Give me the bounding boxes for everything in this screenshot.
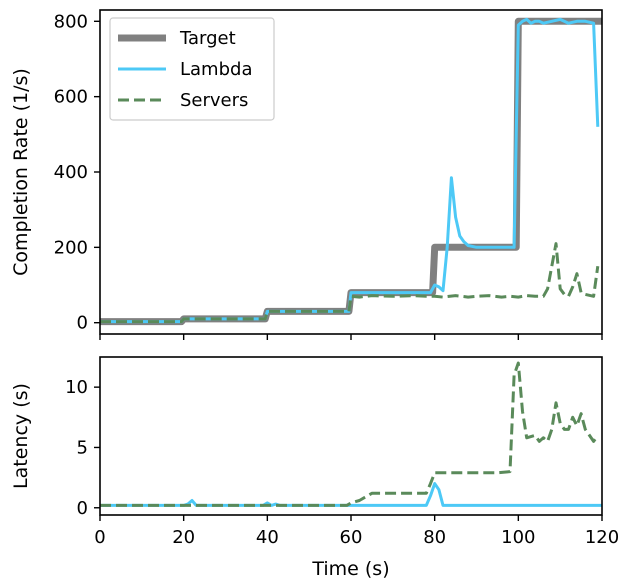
y-axis-label: Latency (s) [10,383,32,489]
y-tick-label: 10 [65,377,88,398]
y-tick-label: 800 [54,11,88,32]
series-line-servers [100,242,600,324]
legend-label-lambda: Lambda [180,59,252,80]
y-axis-label: Completion Rate (1/s) [10,68,32,276]
y-tick-label: 400 [54,162,88,183]
x-tick-label: 60 [340,527,363,548]
legend: Target Lambda Servers [109,17,275,121]
x-tick-label: 20 [172,527,195,548]
y-tick-label: 200 [54,237,88,258]
legend-label-target: Target [179,28,236,49]
x-tick-label: 0 [94,527,105,548]
series-lines [100,17,602,326]
y-tick-label: 0 [77,313,88,334]
series-line-servers [100,361,600,507]
x-tick-label: 40 [256,527,279,548]
series-line-lambda [100,482,602,507]
legend-box [109,17,275,121]
y-tick-label: 0 [77,498,88,519]
legend-label-servers: Servers [180,90,248,111]
y-tick-label: 5 [77,437,88,458]
x-axis-label: Time (s) [311,558,389,580]
panel-1: 0 200 400 600 800 Completion Rate (1/s) Target… [10,9,603,340]
y-tick-label: 600 [54,87,88,108]
x-tick-label: 100 [501,527,535,548]
series-lines [100,361,602,507]
x-tick-label: 80 [423,527,446,548]
x-tick-label: 120 [585,527,619,548]
